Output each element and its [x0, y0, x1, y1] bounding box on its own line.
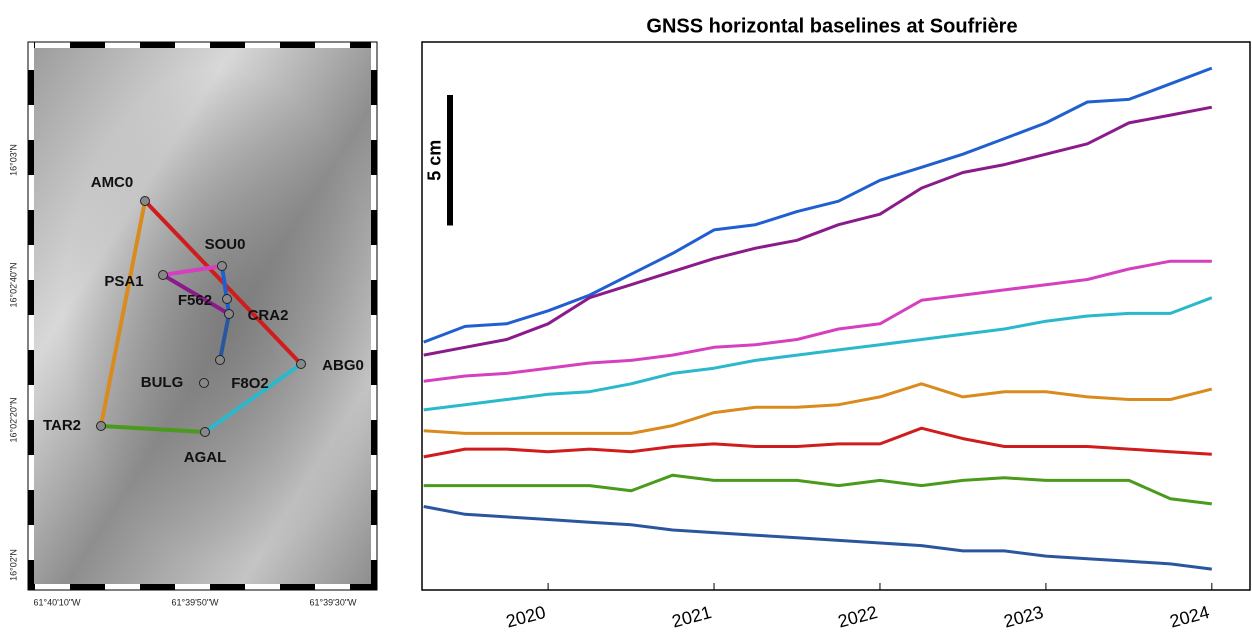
map-relief: [28, 42, 377, 590]
map-border: [28, 42, 34, 590]
station-marker: [296, 359, 306, 369]
baseline-edge: [203, 362, 303, 434]
longitude-label: 61°39'50"W: [171, 597, 219, 607]
series-line: [423, 505, 1212, 571]
baseline-edge: [99, 200, 147, 427]
station-marker: [96, 421, 106, 431]
x-tick-label: 2022: [836, 602, 880, 632]
series-line: [423, 105, 1213, 357]
x-tick-label: 2021: [670, 602, 714, 632]
scale-bar-label: 5 cm: [425, 140, 445, 181]
station-label: AGAL: [184, 449, 227, 466]
baseline-edge: [220, 265, 231, 315]
x-tick-label: 2020: [504, 602, 548, 632]
series-line: [423, 66, 1213, 344]
station-label: ABG0: [322, 357, 364, 374]
station-marker: [215, 355, 225, 365]
chart: GNSS horizontal baselines at Soufrière 2…: [421, 15, 1251, 632]
plot-frame: [421, 41, 1251, 591]
longitude-label: 61°39'30"W: [309, 597, 357, 607]
station-marker: [199, 378, 209, 388]
latitude-label: 16°02'N: [8, 549, 18, 581]
baseline-edge: [218, 313, 231, 361]
latitude-label: 16°03'N: [8, 144, 18, 176]
longitude-label: 61°40'10"W: [33, 597, 81, 607]
latitude-label: 16°02'20"N: [8, 397, 18, 442]
series-line: [423, 296, 1213, 412]
series-line: [423, 426, 1212, 459]
series-line: [423, 382, 1213, 435]
map: AMC0 SOU0 PSA1 F562 CRA2 ABG0 BULG F8O2 TAR2 AGAL…: [8, 41, 378, 607]
station-label: SOU0: [205, 236, 246, 253]
station-marker: [140, 196, 150, 206]
baseline-edge: [161, 273, 231, 316]
baseline-edge: [100, 424, 206, 434]
map-border: [28, 584, 377, 590]
station-label: F8O2: [231, 375, 269, 392]
station-marker: [217, 261, 227, 271]
station-label: CRA2: [248, 307, 289, 324]
latitude-label: 16°02'40"N: [8, 262, 18, 307]
x-tick-label: 2023: [1002, 602, 1046, 632]
station-label: BULG: [141, 374, 184, 391]
map-frame: [27, 41, 378, 591]
station-label: PSA1: [104, 273, 143, 290]
chart-title: GNSS horizontal baselines at Soufrière: [646, 15, 1017, 37]
scale-bar: [447, 95, 453, 226]
station-label: F562: [178, 292, 212, 309]
series-line: [423, 473, 1212, 506]
baseline-edge: [162, 264, 223, 277]
station-label: AMC0: [91, 174, 134, 191]
map-border: [28, 42, 377, 48]
station-marker: [222, 294, 232, 304]
station-marker: [158, 270, 168, 280]
x-tick-label: 2024: [1168, 602, 1212, 632]
series-line: [423, 259, 1212, 383]
station-label: TAR2: [43, 417, 81, 434]
map-border: [371, 42, 377, 590]
station-marker: [200, 427, 210, 437]
station-marker: [224, 309, 234, 319]
